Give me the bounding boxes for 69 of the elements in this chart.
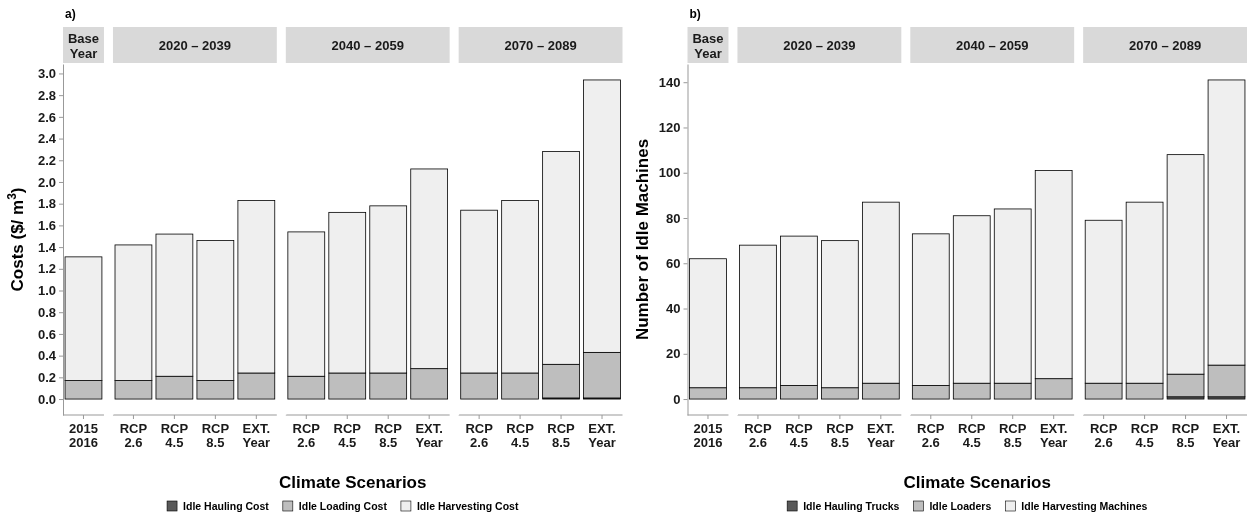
x-tick-label: 2015 2016	[693, 420, 723, 450]
x-tick-label: RCP 2.6	[465, 420, 494, 450]
y-tick-label: 140	[658, 74, 681, 90]
x-tick-label: EXT. Year	[1212, 420, 1241, 450]
y-tick-label: 1.6	[37, 218, 56, 234]
x-tick-label: RCP 4.5	[333, 420, 362, 450]
x-tick-label: EXT. Year	[415, 420, 443, 450]
y-tick-label: 2.0	[37, 174, 56, 190]
chart-title: Base Year	[67, 30, 100, 61]
y-tick-label: 0.0	[37, 391, 56, 407]
x-tick-label: RCP 2.6	[1089, 420, 1118, 450]
y-tick-label: 100	[658, 165, 681, 181]
x-tick-label: EXT. Year	[588, 420, 616, 450]
chart-title: 2040 – 2059	[956, 38, 1029, 54]
chart-title: 2020 – 2039	[783, 38, 856, 54]
y-tick-label: 2.6	[37, 109, 56, 125]
x-tick-label: RCP 8.5	[547, 420, 576, 450]
x-tick-label: RCP 8.5	[374, 420, 403, 450]
chart-title: 2070 – 2089	[504, 38, 577, 54]
chart-title: 2020 – 2039	[158, 38, 232, 54]
x-tick-label: RCP 8.5	[998, 420, 1027, 450]
y-tick-label: 0.6	[37, 326, 56, 342]
x-tick-label: RCP 8.5	[201, 420, 230, 450]
x-axis-title: Climate Scenarios	[903, 473, 1051, 492]
x-tick-label: RCP 4.5	[1130, 420, 1159, 450]
y-tick-label: 1.4	[37, 239, 57, 255]
legend-label: Idle Loaders	[929, 500, 992, 512]
y-tick-label: 2.8	[37, 87, 56, 103]
y-tick-label: 1.2	[37, 261, 56, 277]
x-tick-label: RCP 4.5	[160, 420, 189, 450]
x-tick-label: RCP 2.6	[292, 420, 321, 450]
y-tick-label: 2.4	[37, 131, 57, 147]
legend-label: Idle Harvesting Cost	[416, 500, 519, 512]
x-tick-label: EXT. Year	[867, 420, 895, 450]
y-tick-label: 0.8	[37, 304, 56, 320]
legend-label: Idle Loading Cost	[298, 500, 388, 512]
y-tick-label: 3.0	[37, 66, 56, 82]
chart-title: 2040 – 2059	[331, 38, 404, 54]
x-tick-label: RCP 8.5	[1171, 420, 1200, 450]
y-tick-label: 0.4	[37, 348, 57, 364]
x-tick-label: EXT. Year	[242, 420, 271, 450]
chart-title: 2070 – 2089	[1128, 38, 1202, 54]
y-tick-label: 0.2	[37, 370, 56, 385]
y-axis-title: Number of Idle Machines	[632, 138, 652, 341]
x-tick-label: RCP 4.5	[506, 420, 535, 450]
chart-title: Base Year	[692, 30, 724, 61]
legend-label: Idle Harvesting Machines	[1021, 500, 1148, 512]
x-tick-label: EXT. Year	[1039, 420, 1068, 450]
text: b)	[689, 7, 701, 21]
y-tick-label: 80	[666, 210, 681, 226]
x-tick-label: RCP 2.6	[917, 420, 945, 450]
y-tick-label: 40	[666, 301, 681, 317]
x-tick-label: RCP 2.6	[744, 420, 772, 450]
x-tick-label: RCP 4.5	[785, 420, 813, 450]
y-tick-label: 2.2	[37, 152, 56, 168]
y-tick-label: 0	[673, 391, 681, 407]
y-tick-label: 60	[666, 255, 681, 271]
legend-label: Idle Hauling Cost	[183, 500, 270, 512]
y-tick-label: 1.0	[37, 283, 56, 299]
text: a)	[65, 7, 76, 21]
y-tick-label: 1.8	[37, 196, 56, 212]
x-tick-label: 2015 2016	[69, 420, 98, 450]
x-tick-label: RCP 8.5	[826, 420, 854, 450]
x-axis-title: Climate Scenarios	[279, 473, 427, 492]
y-tick-label: 120	[658, 120, 681, 136]
y-tick-label: 20	[666, 346, 681, 362]
x-tick-label: RCP 2.6	[119, 420, 148, 450]
legend-label: Idle Hauling Trucks	[803, 500, 900, 512]
x-tick-label: RCP 4.5	[958, 420, 986, 450]
